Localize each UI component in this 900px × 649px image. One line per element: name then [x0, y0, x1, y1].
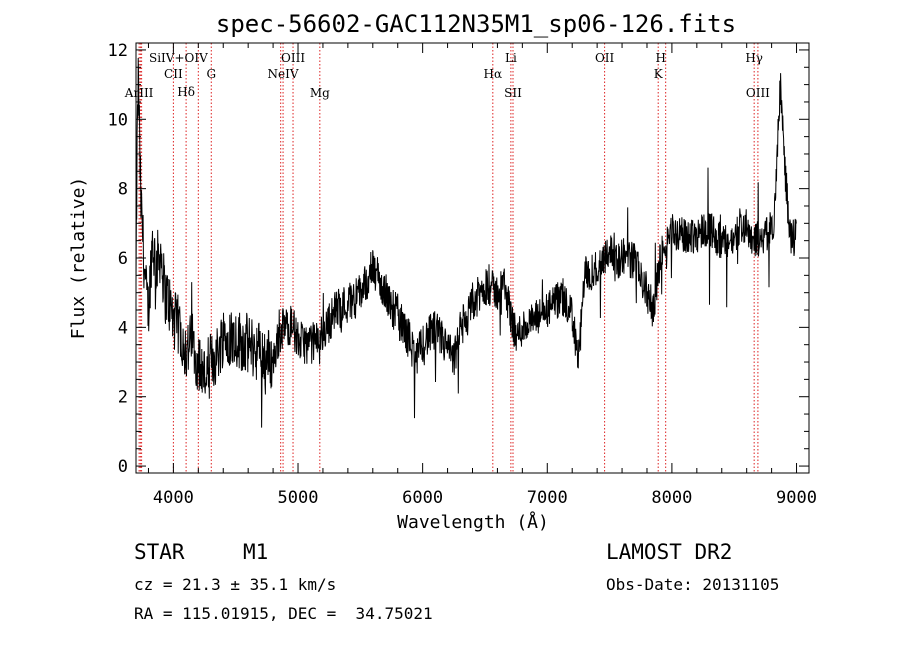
x-axis-label: Wavelength (Å) [397, 511, 549, 533]
y-tick-label: 8 [118, 180, 128, 200]
y-axis-label: Flux (relative) [68, 177, 89, 340]
axes: 4000 5000 6000 7000 8000 9000 0 2 4 6 8 10 12 [108, 41, 817, 508]
spectral-line-label: OIII [281, 51, 305, 65]
object-class: STAR [134, 540, 185, 564]
spectral-line-label: Li [505, 51, 517, 65]
spectral-line-label: Hγ [745, 51, 763, 65]
x-tick-label: 5000 [278, 488, 319, 508]
sky-coordinates: RA = 115.01915, DEC = 34.75021 [134, 604, 433, 623]
spectral-line-label: Hδ [177, 85, 195, 99]
spectral-line-label: SiIV+OIV [149, 51, 208, 65]
spectral-line-label: OIII [746, 86, 770, 100]
survey-name: LAMOST DR2 [606, 540, 733, 564]
spectral-line-label: CII [164, 67, 183, 81]
spectral-line-label: H [655, 51, 665, 65]
plot-frame [135, 42, 810, 474]
redshift-cz: cz = 21.3 ± 35.1 km/s [134, 575, 337, 594]
spectral-line-label: OII [595, 51, 615, 65]
y-tick-label: 2 [118, 388, 128, 408]
spectral-line-label: Hα [484, 67, 503, 81]
x-tick-label: 9000 [776, 488, 817, 508]
spectrum-series [135, 57, 797, 428]
x-tick-label: 7000 [527, 488, 568, 508]
y-tick-label: 10 [108, 110, 128, 130]
y-tick-label: 12 [108, 41, 128, 61]
spectral-line-label: G [206, 67, 216, 81]
spectral-line-label: NeIV [268, 67, 299, 81]
x-tick-label: 4000 [153, 488, 194, 508]
line-markers: Li OII H Hγ SiIV+OIV OIII CII G NeIV Hα K Hδ Mg SII OI… [124, 43, 770, 473]
y-tick-label: 6 [118, 249, 128, 269]
object-subclass: M1 [243, 540, 269, 564]
spectrum-line [135, 57, 797, 428]
spectral-line-label: Mg [310, 86, 330, 100]
spectral-line-label: K [654, 67, 664, 81]
x-tick-label: 6000 [402, 488, 443, 508]
chart-title: spec-56602-GAC112N35M1_sp06-126.fits [216, 10, 736, 38]
x-tick-label: 8000 [651, 488, 692, 508]
y-tick-label: 0 [118, 457, 128, 477]
spectral-line-label: SII [504, 86, 522, 100]
observation-date: Obs-Date: 20131105 [606, 575, 780, 594]
y-tick-label: 4 [118, 318, 128, 338]
